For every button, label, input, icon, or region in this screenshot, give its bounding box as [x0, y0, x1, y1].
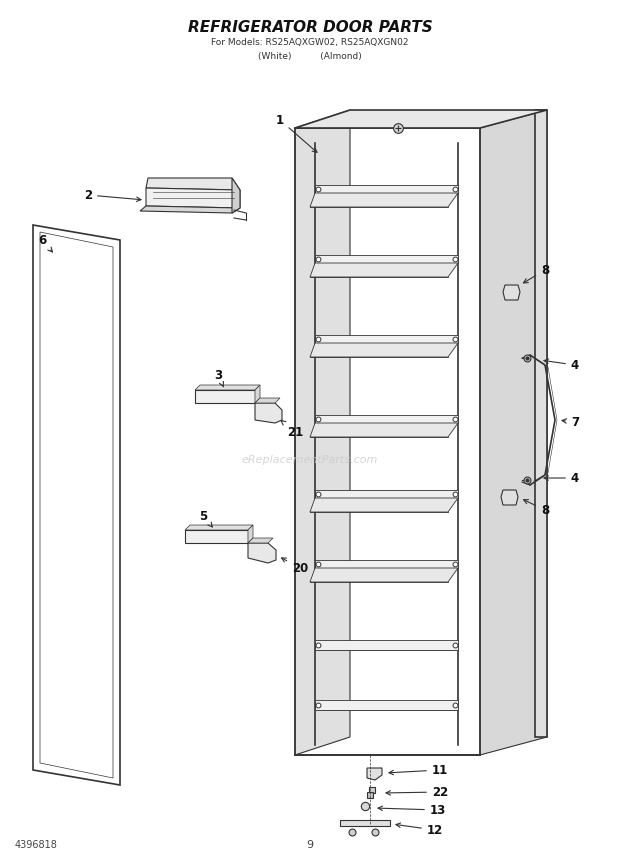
Polygon shape: [255, 398, 280, 403]
Text: 20: 20: [281, 558, 308, 574]
Polygon shape: [315, 415, 458, 423]
Polygon shape: [195, 390, 255, 403]
Text: 6: 6: [38, 234, 52, 252]
Polygon shape: [535, 110, 547, 737]
Text: 4396818: 4396818: [15, 840, 58, 850]
Text: For Models: RS25AQXGW02, RS25AQXGN02: For Models: RS25AQXGW02, RS25AQXGN02: [211, 38, 409, 47]
Polygon shape: [146, 178, 240, 190]
Polygon shape: [310, 498, 458, 512]
Polygon shape: [185, 525, 253, 530]
Text: (White)          (Almond): (White) (Almond): [258, 52, 362, 61]
Polygon shape: [367, 768, 382, 780]
Polygon shape: [315, 560, 458, 568]
Polygon shape: [315, 185, 458, 193]
Text: 22: 22: [386, 786, 448, 799]
Text: 23: 23: [412, 116, 456, 128]
Text: 9: 9: [306, 840, 314, 850]
Polygon shape: [255, 403, 282, 423]
Text: 13: 13: [378, 804, 446, 817]
Polygon shape: [310, 193, 458, 207]
Polygon shape: [315, 490, 458, 498]
Polygon shape: [315, 255, 458, 263]
Text: REFRIGERATOR DOOR PARTS: REFRIGERATOR DOOR PARTS: [188, 20, 432, 35]
Text: 21: 21: [281, 420, 303, 438]
Text: 7: 7: [562, 415, 579, 429]
Polygon shape: [146, 188, 240, 208]
Polygon shape: [310, 568, 458, 582]
Polygon shape: [310, 263, 458, 277]
Text: 11: 11: [389, 764, 448, 776]
Text: 12: 12: [396, 823, 443, 836]
Text: 1: 1: [276, 114, 317, 152]
Text: eReplacementParts.com: eReplacementParts.com: [242, 455, 378, 465]
Polygon shape: [315, 335, 458, 343]
Polygon shape: [295, 110, 547, 128]
Text: 8: 8: [523, 264, 549, 283]
Polygon shape: [340, 820, 390, 826]
Text: 5: 5: [199, 509, 213, 527]
Polygon shape: [503, 285, 520, 300]
Polygon shape: [480, 110, 547, 755]
Polygon shape: [248, 538, 273, 543]
Polygon shape: [315, 700, 458, 710]
Polygon shape: [185, 530, 248, 543]
Polygon shape: [232, 178, 240, 213]
Text: 2: 2: [84, 188, 141, 201]
Polygon shape: [315, 640, 458, 650]
Text: 8: 8: [524, 500, 549, 516]
Polygon shape: [40, 232, 113, 778]
Polygon shape: [310, 423, 458, 437]
Polygon shape: [248, 525, 253, 543]
Polygon shape: [295, 110, 350, 755]
Polygon shape: [310, 343, 458, 357]
Polygon shape: [33, 225, 120, 785]
Polygon shape: [140, 206, 240, 213]
Polygon shape: [195, 385, 260, 390]
Text: 4: 4: [544, 359, 579, 372]
Polygon shape: [248, 543, 276, 563]
Polygon shape: [501, 490, 518, 505]
Text: 3: 3: [214, 368, 224, 387]
Polygon shape: [255, 385, 260, 403]
Text: 4: 4: [544, 472, 579, 484]
